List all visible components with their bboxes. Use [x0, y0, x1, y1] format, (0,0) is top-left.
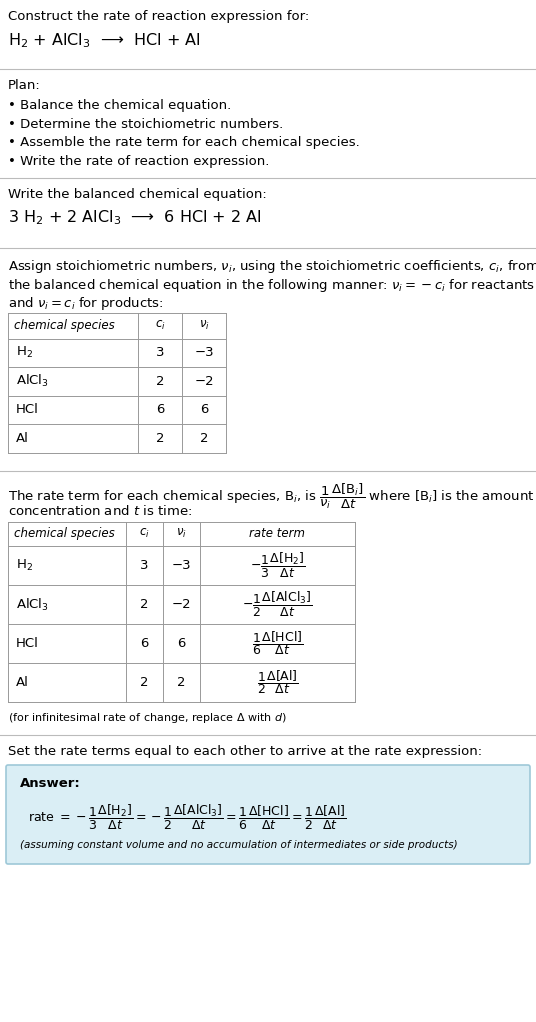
Text: and $\nu_i = c_i$ for products:: and $\nu_i = c_i$ for products: [8, 295, 163, 312]
Text: • Assemble the rate term for each chemical species.: • Assemble the rate term for each chemic… [8, 136, 360, 149]
Text: $c_i$: $c_i$ [139, 527, 150, 541]
Text: 6: 6 [140, 637, 148, 650]
FancyBboxPatch shape [6, 765, 530, 864]
Text: AlCl$_3$: AlCl$_3$ [16, 597, 49, 612]
Text: the balanced chemical equation in the following manner: $\nu_i = -c_i$ for react: the balanced chemical equation in the fo… [8, 277, 535, 293]
Text: $c_i$: $c_i$ [155, 319, 165, 332]
Text: concentration and $t$ is time:: concentration and $t$ is time: [8, 504, 192, 517]
Text: $\dfrac{1}{6}\dfrac{\Delta[\mathrm{HCl}]}{\Delta t}$: $\dfrac{1}{6}\dfrac{\Delta[\mathrm{HCl}]… [252, 630, 303, 657]
Text: Al: Al [16, 431, 29, 445]
Text: $\nu_i$: $\nu_i$ [176, 527, 187, 541]
Text: −2: −2 [194, 375, 214, 387]
Text: Write the balanced chemical equation:: Write the balanced chemical equation: [8, 188, 267, 201]
Text: 2: 2 [200, 431, 209, 445]
Text: −2: −2 [172, 598, 191, 611]
Text: • Balance the chemical equation.: • Balance the chemical equation. [8, 99, 231, 112]
Text: HCl: HCl [16, 637, 39, 650]
Text: H$_2$: H$_2$ [16, 345, 33, 361]
Text: $\nu_i$: $\nu_i$ [199, 319, 210, 332]
Text: • Determine the stoichiometric numbers.: • Determine the stoichiometric numbers. [8, 118, 283, 131]
Text: −3: −3 [194, 346, 214, 360]
Text: 2: 2 [140, 598, 149, 611]
Text: 3: 3 [140, 559, 149, 572]
Text: chemical species: chemical species [14, 527, 115, 541]
Text: 6: 6 [156, 404, 164, 416]
Text: 2: 2 [177, 676, 186, 689]
Text: $\dfrac{1}{2}\dfrac{\Delta[\mathrm{Al}]}{\Delta t}$: $\dfrac{1}{2}\dfrac{\Delta[\mathrm{Al}]}… [257, 668, 299, 696]
Text: rate $= -\dfrac{1}{3}\dfrac{\Delta[\mathrm{H_2}]}{\Delta t} = -\dfrac{1}{2}\dfra: rate $= -\dfrac{1}{3}\dfrac{\Delta[\math… [28, 803, 347, 832]
Text: Set the rate terms equal to each other to arrive at the rate expression:: Set the rate terms equal to each other t… [8, 745, 482, 758]
Text: HCl: HCl [16, 404, 39, 416]
Text: H$_2$: H$_2$ [16, 558, 33, 573]
Text: $-\dfrac{1}{3}\dfrac{\Delta[\mathrm{H_2}]}{\Delta t}$: $-\dfrac{1}{3}\dfrac{\Delta[\mathrm{H_2}… [250, 551, 306, 580]
Text: 3 H$_2$ + 2 AlCl$_3$  ⟶  6 HCl + 2 Al: 3 H$_2$ + 2 AlCl$_3$ ⟶ 6 HCl + 2 Al [8, 208, 262, 227]
Text: $-\dfrac{1}{2}\dfrac{\Delta[\mathrm{AlCl_3}]}{\Delta t}$: $-\dfrac{1}{2}\dfrac{\Delta[\mathrm{AlCl… [242, 590, 313, 619]
Text: Plan:: Plan: [8, 79, 41, 92]
Text: 6: 6 [177, 637, 185, 650]
Text: 6: 6 [200, 404, 208, 416]
Text: chemical species: chemical species [14, 319, 115, 332]
Text: (assuming constant volume and no accumulation of intermediates or side products): (assuming constant volume and no accumul… [20, 840, 458, 850]
Text: The rate term for each chemical species, B$_i$, is $\dfrac{1}{\nu_i}\dfrac{\Delt: The rate term for each chemical species,… [8, 481, 534, 511]
Text: Construct the rate of reaction expression for:: Construct the rate of reaction expressio… [8, 10, 309, 24]
Text: Assign stoichiometric numbers, $\nu_i$, using the stoichiometric coefficients, $: Assign stoichiometric numbers, $\nu_i$, … [8, 258, 536, 275]
Text: −3: −3 [172, 559, 191, 572]
Text: rate term: rate term [249, 527, 306, 541]
Text: H$_2$ + AlCl$_3$  ⟶  HCl + Al: H$_2$ + AlCl$_3$ ⟶ HCl + Al [8, 31, 200, 50]
Text: 3: 3 [156, 346, 164, 360]
Text: 2: 2 [140, 676, 149, 689]
Text: Answer:: Answer: [20, 777, 81, 790]
Text: 2: 2 [156, 431, 164, 445]
Text: (for infinitesimal rate of change, replace Δ with $d$): (for infinitesimal rate of change, repla… [8, 711, 287, 725]
Text: Al: Al [16, 676, 29, 689]
Text: 2: 2 [156, 375, 164, 387]
Text: • Write the rate of reaction expression.: • Write the rate of reaction expression. [8, 154, 270, 168]
Text: AlCl$_3$: AlCl$_3$ [16, 373, 49, 389]
